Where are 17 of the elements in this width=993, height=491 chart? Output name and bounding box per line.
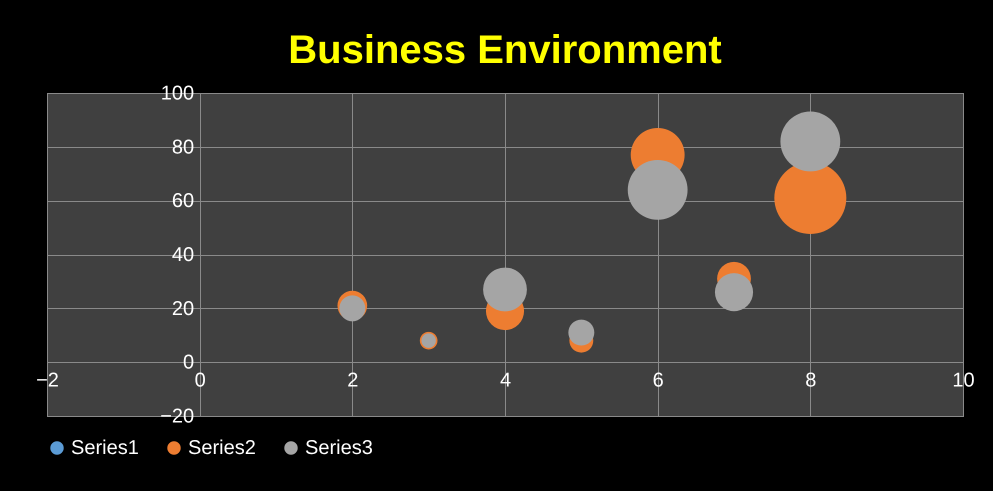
y-tick-label: 80: [172, 136, 194, 158]
chart-title: Business Environment: [288, 28, 722, 72]
x-tick-label: 2: [347, 370, 358, 392]
x-tick-label: 10: [952, 370, 975, 392]
legend-label: Series3: [305, 437, 373, 459]
y-tick-label: 40: [172, 244, 194, 266]
y-tick-label: 20: [172, 298, 194, 320]
x-tick-label: 6: [652, 370, 664, 392]
x-tick-label: 4: [500, 370, 512, 392]
x-tick-label: −2: [36, 370, 59, 392]
legend-label: Series2: [188, 437, 256, 459]
legend-label: Series1: [71, 437, 139, 459]
y-tick-label: 100: [160, 82, 194, 104]
x-tick-label: 8: [805, 370, 816, 392]
y-tick-label: 60: [172, 190, 194, 212]
y-tick-label: 0: [183, 352, 194, 374]
y-tick-label: −20: [160, 406, 194, 428]
